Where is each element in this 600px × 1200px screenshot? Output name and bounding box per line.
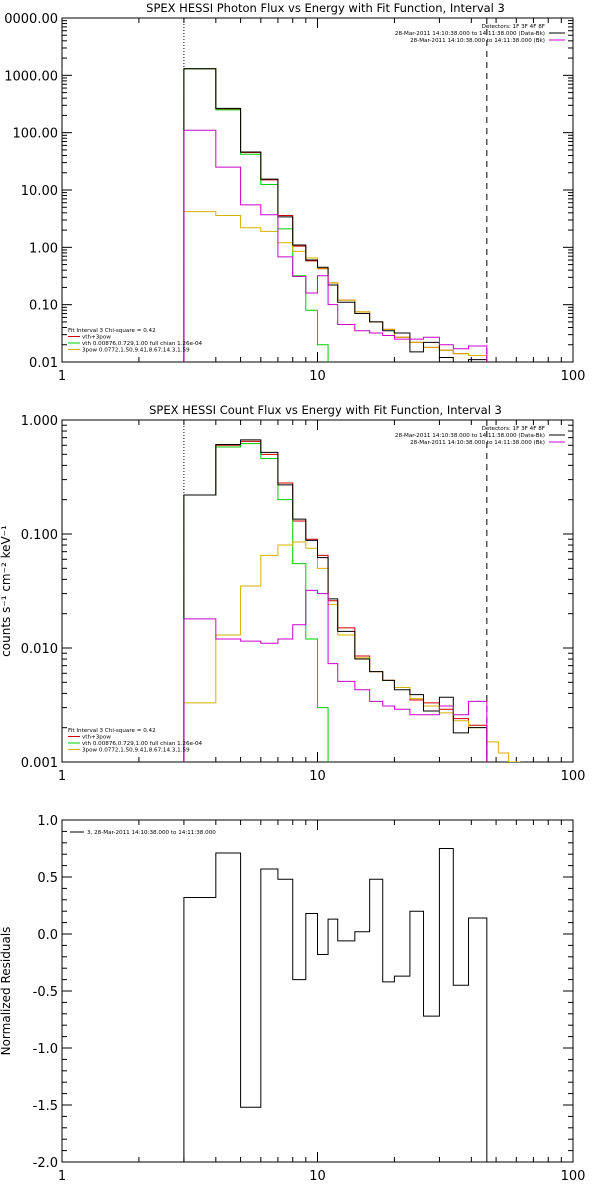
x-tick-label: 1 [58,369,66,384]
chart-panel-1: SPEX HESSI Photon Flux vs Energy with Fi… [4,1,585,384]
series-line-4 [183,589,488,762]
x-tick-label: 10 [309,1169,326,1184]
y-tick-label: 0.001 [21,756,58,771]
y-tick-label: 1.000 [21,414,58,429]
fit-legend-text: vth+3pow [82,335,111,341]
y-tick-label: -1.5 [33,1099,58,1114]
y-tick-label: 0.010 [21,642,58,657]
y-tick-label: 0.10 [29,299,58,314]
y-tick-label: 0.5 [37,871,58,886]
fit-legend: Fit Interval 3 Chi-square = 0.42vth+3pow… [68,728,203,754]
fit-legend-text: vth 0.00876,0.729,1.00 full chian 1.26e-… [82,741,203,747]
series-line-0 [183,68,488,362]
x-tick-label: 10 [309,769,326,784]
y-tick-label: 0.01 [29,356,58,371]
series-group [183,439,521,762]
chart-title: SPEX HESSI Photon Flux vs Energy with Fi… [146,1,505,15]
series-line-1 [183,68,329,362]
x-tick-label: 100 [561,769,586,784]
x-tick-label: 10 [309,369,326,384]
chart-panel-3: Normalized Residuals 1 10 100 -2.0 -1.5 -1.0 -0… [0,814,585,1184]
legend-header-text: Detectors: 1F 3F 4F 8F [482,426,545,432]
plot-frame [61,819,574,1163]
chart-title: SPEX HESSI Count Flux vs Energy with Fit… [149,403,502,417]
legend-header-text: Detectors: 1F 3F 4F 8F [482,24,545,30]
y-tick-label: 0000.00 [4,12,58,27]
fit-legend-text: vth+3pow [82,735,111,741]
series-line-2 [183,541,521,762]
y-tick-label: 1000.00 [4,69,58,84]
fit-legend: Fit Interval 3 Chi-square = 0.42vth+3pow… [68,328,203,354]
series-line-0 [183,848,488,1162]
y-tick-label: 100.00 [13,127,59,142]
legend-header-text: 28-Mar-2011 14:10:38.000 to 14:11:38.000… [395,433,545,439]
y-axis-label: counts s⁻¹ cm⁻² keV⁻¹ [0,525,13,657]
fit-legend-text: Fit Interval 3 Chi-square = 0.42 [68,728,156,734]
fit-legend-text: 3pow 0.0772,1.50,9.41,8.67,14.3,1.59 [82,348,190,354]
legend-header-text: 28-Mar-2011 14:10:38.000 to 14:11:38.000… [410,38,545,44]
series-line-4 [183,129,488,362]
series-group [183,68,488,362]
fit-legend-text: Fit Interval 3 Chi-square = 0.42 [68,328,156,334]
fit-legend-text: vth 0.00876,0.729,1.00 full chian 1.26e-… [82,341,203,347]
y-tick-label: -0.5 [33,985,58,1000]
y-tick-label: 10.00 [21,184,58,199]
y-tick-label: -2.0 [33,1156,58,1171]
x-tick-label: 100 [561,1169,586,1184]
y-tick-label: -1.0 [33,1042,58,1057]
legend-header-text: 28-Mar-2011 14:10:38.000 to 14:11:38.000… [410,440,545,446]
chart-panel-2: SPEX HESSI Count Flux vs Energy with Fit… [0,403,585,784]
series-group [183,848,488,1162]
series-line-2 [183,211,488,362]
fit-legend-text: 3pow 0.0772,1.50,9.41,8.67,14.3,1.59 [82,748,190,754]
legend-header-text: 28-Mar-2011 14:10:38.000 to 14:11:38.000… [395,31,545,37]
y-axis-label: Normalized Residuals [0,927,13,1056]
y-tick-label: 0.0 [37,928,58,943]
x-tick-label: 1 [58,1169,66,1184]
series-line-0 [183,440,488,762]
legend-text: 3, 28-Mar-2011 14:10:38.000 to 14:11:38.… [87,830,216,836]
series-line-3 [183,439,488,762]
x-tick-label: 1 [58,769,66,784]
y-tick-label: 1.0 [37,814,58,829]
y-tick-label: 0.100 [21,528,58,543]
x-tick-label: 100 [561,369,586,384]
y-tick-label: 1.00 [29,241,58,256]
residual-legend: 3, 28-Mar-2011 14:10:38.000 to 14:11:38.… [70,830,216,836]
series-line-3 [183,68,488,362]
